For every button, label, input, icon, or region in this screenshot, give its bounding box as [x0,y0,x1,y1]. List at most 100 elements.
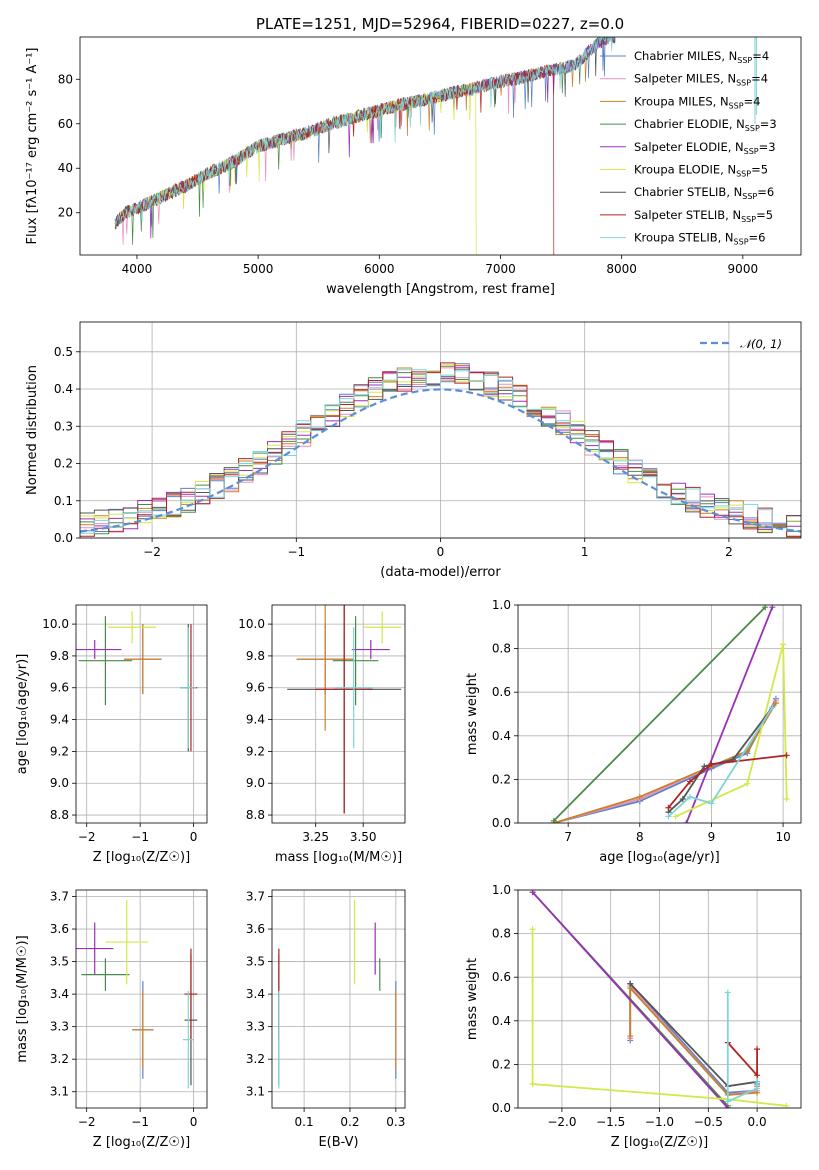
spectrum-xtick-label-5: 9000 [728,262,759,276]
weight-vs-age-marker-8-3 [769,704,776,711]
age-vs-z-ytick-label-6: 10.0 [42,617,69,631]
age-vs-z-ytick-label-0: 8.8 [50,808,69,822]
mass-vs-ebv-axes: 0.1 0.2 0.3 3.1 3.2 3.3 3.4 3.5 3.6 3.7 [246,890,405,1129]
age-vs-z-xtick-label-2: 0 [190,830,198,844]
residual-xlabel: (data-model)/error [380,565,501,580]
weight-vs-z-series-5 [531,929,787,1107]
mass-vs-ebv-ytick-label-1: 3.2 [246,1052,265,1066]
mass-vs-z-ytick-label-2: 3.3 [50,1020,69,1034]
weight-vs-z-marker-5-1 [529,1081,536,1088]
mass-vs-z-ytick-label-1: 3.2 [50,1052,69,1066]
spectrum-xlabel: wavelength [Angstrom, rest frame] [326,282,555,297]
spectrum-series-1 [114,37,616,245]
residual-xtick-label-4: 2 [725,545,733,559]
weight-vs-age-series-4 [685,606,774,823]
weight-vs-age-series-3 [553,606,766,822]
weight-vs-age-xlabel: age [log₁₀(age/yr)] [599,850,720,865]
weight-vs-age-marker-2-1 [636,793,643,800]
mass-vs-ebv-points [278,899,397,1089]
weight-vs-z-marker-8-3 [754,1078,761,1085]
weight-vs-z-marker-4-1 [724,1105,731,1108]
residual-xtick-label-1: −1 [287,545,305,559]
weight-vs-age-xtick-label-3: 10 [775,830,790,844]
age-vs-mass-ytick-label-6: 10.0 [238,617,265,631]
residual-xtick-label-0: −2 [143,545,161,559]
weight-vs-age-marker-8-2 [708,800,715,807]
spectrum-legend-label-8: Kroupa STELIB, NSSP=6 [634,231,765,247]
age-vs-mass-ytick-label-3: 9.4 [246,713,265,727]
residual-hist-8 [80,369,801,534]
weight-vs-age-xtick-label-2: 9 [708,830,716,844]
spectrum-series-7 [114,63,555,255]
spectrum-series-3 [114,37,616,245]
mass-vs-z-axes: −2 −1 0 3.1 3.2 3.3 3.4 3.5 3.6 3.7 [50,890,207,1129]
mass-vs-z-ytick-label-0: 3.1 [50,1085,69,1099]
mass-vs-z-xtick-label-0: −2 [78,1115,96,1129]
spectrum-ylabel: Flux [fλ10⁻¹⁷ erg cm⁻² s⁻¹ A⁻¹] [25,48,40,245]
weight-vs-z-xtick-label-4: 0.0 [748,1115,767,1129]
residual-hists [80,362,801,538]
age-vs-z-ytick-label-2: 9.2 [50,744,69,758]
spectrum-legend-label-0: Chabrier MILES, NSSP=4 [634,49,769,65]
residual-frame [79,321,802,539]
residual-ytick-label-2: 0.2 [54,457,73,471]
residual-legend: 𝒩(0, 1) [700,337,782,351]
mass-vs-ebv-ytick-label-4: 3.5 [246,955,265,969]
weight-vs-z-marker-8-0 [724,989,731,996]
weight-vs-age-marker-6-2 [701,763,708,770]
weight-vs-z-xtick-label-3: −0.5 [694,1115,723,1129]
mass-vs-z-xtick-label-1: −1 [131,1115,149,1129]
mass-vs-ebv-ytick-label-5: 3.6 [246,922,265,936]
spectrum-ytick-label-2: 60 [58,117,73,131]
weight-vs-z-marker-8-2 [754,1085,761,1092]
mass-vs-ebv-xtick-label-2: 0.3 [386,1115,405,1129]
age-vs-mass-axes: 3.25 3.50 8.8 9.0 9.2 9.4 9.6 9.8 10.0 [238,605,405,844]
age-vs-mass-points [287,605,402,814]
age-vs-mass-ytick-label-2: 9.2 [246,744,265,758]
mass-vs-ebv-ytick-label-0: 3.1 [246,1085,265,1099]
weight-vs-z-ylabel: mass weight [465,958,480,1040]
mass-vs-ebv-xlabel: E(B-V) [318,1135,358,1150]
spectrum-series-0 [114,37,616,229]
weight-vs-z-ytick-label-5: 1.0 [492,883,511,897]
weight-vs-age-series-5 [675,643,788,818]
weight-vs-z-marker-8-1 [724,1098,731,1105]
spectrum-title: PLATE=1251, MJD=52964, FIBERID=0227, z=0… [256,15,624,33]
age-vs-z-xtick-label-1: −1 [131,830,149,844]
age-vs-mass-xlabel: mass [log₁₀(M/M☉)] [275,850,402,865]
age-vs-z-ylabel: age [log₁₀(age/yr)] [15,654,30,775]
age-vs-z-ytick-label-5: 9.8 [50,649,69,663]
spectrum-legend-label-6: Chabrier STELIB, NSSP=6 [634,185,774,201]
spectrum-ytick-label-1: 40 [58,161,73,175]
weight-vs-z-series-4 [531,891,729,1108]
weight-vs-age-marker-5-2 [780,641,787,648]
mass-vs-z-points [76,899,198,1089]
age-vs-mass-frame [271,604,406,824]
age-vs-z-ytick-label-4: 9.6 [50,681,69,695]
weight-vs-age-ytick-label-1: 0.2 [492,772,511,786]
weight-vs-z-series-8 [726,992,758,1103]
spectrum-xtick-label-0: 4000 [122,262,153,276]
weight-vs-z-lines [529,890,790,1108]
residual-legend-label: 𝒩(0, 1) [740,337,782,351]
weight-vs-z-ytick-label-4: 0.8 [492,927,511,941]
spectrum-series-5 [114,83,477,255]
weight-vs-age-marker-8-1 [686,793,693,800]
mass-vs-z-xtick-label-2: 0 [190,1115,198,1129]
weight-vs-age-series-1 [553,700,777,823]
mass-vs-z-ytick-label-6: 3.7 [50,890,69,904]
weight-vs-z-xtick-label-2: −1.0 [645,1115,674,1129]
weight-vs-age-xtick-label-1: 8 [636,830,644,844]
weight-vs-z-series-0 [629,981,758,1094]
age-vs-z-ytick-label-3: 9.4 [50,713,69,727]
age-vs-z-ytick-label-1: 9.0 [50,776,69,790]
weight-vs-age-axes: 7 8 9 10 0.0 0.2 0.4 0.6 0.8 1.0 [492,598,801,844]
residual-axes: −2 −1 0 1 2 0.0 0.1 0.2 0.3 0.4 0.5 [54,322,801,559]
mass-vs-z-frame [75,889,208,1109]
mass-vs-z-ytick-label-4: 3.5 [50,955,69,969]
spectrum-legend: Chabrier MILES, NSSP=4 Salpeter MILES, NS… [600,49,777,247]
age-vs-mass-xtick-label-0: 3.25 [302,830,329,844]
mass-vs-z-ytick-label-5: 3.6 [50,922,69,936]
age-vs-mass-ytick-label-1: 9.0 [246,776,265,790]
weight-vs-z-ytick-label-3: 0.6 [492,970,511,984]
